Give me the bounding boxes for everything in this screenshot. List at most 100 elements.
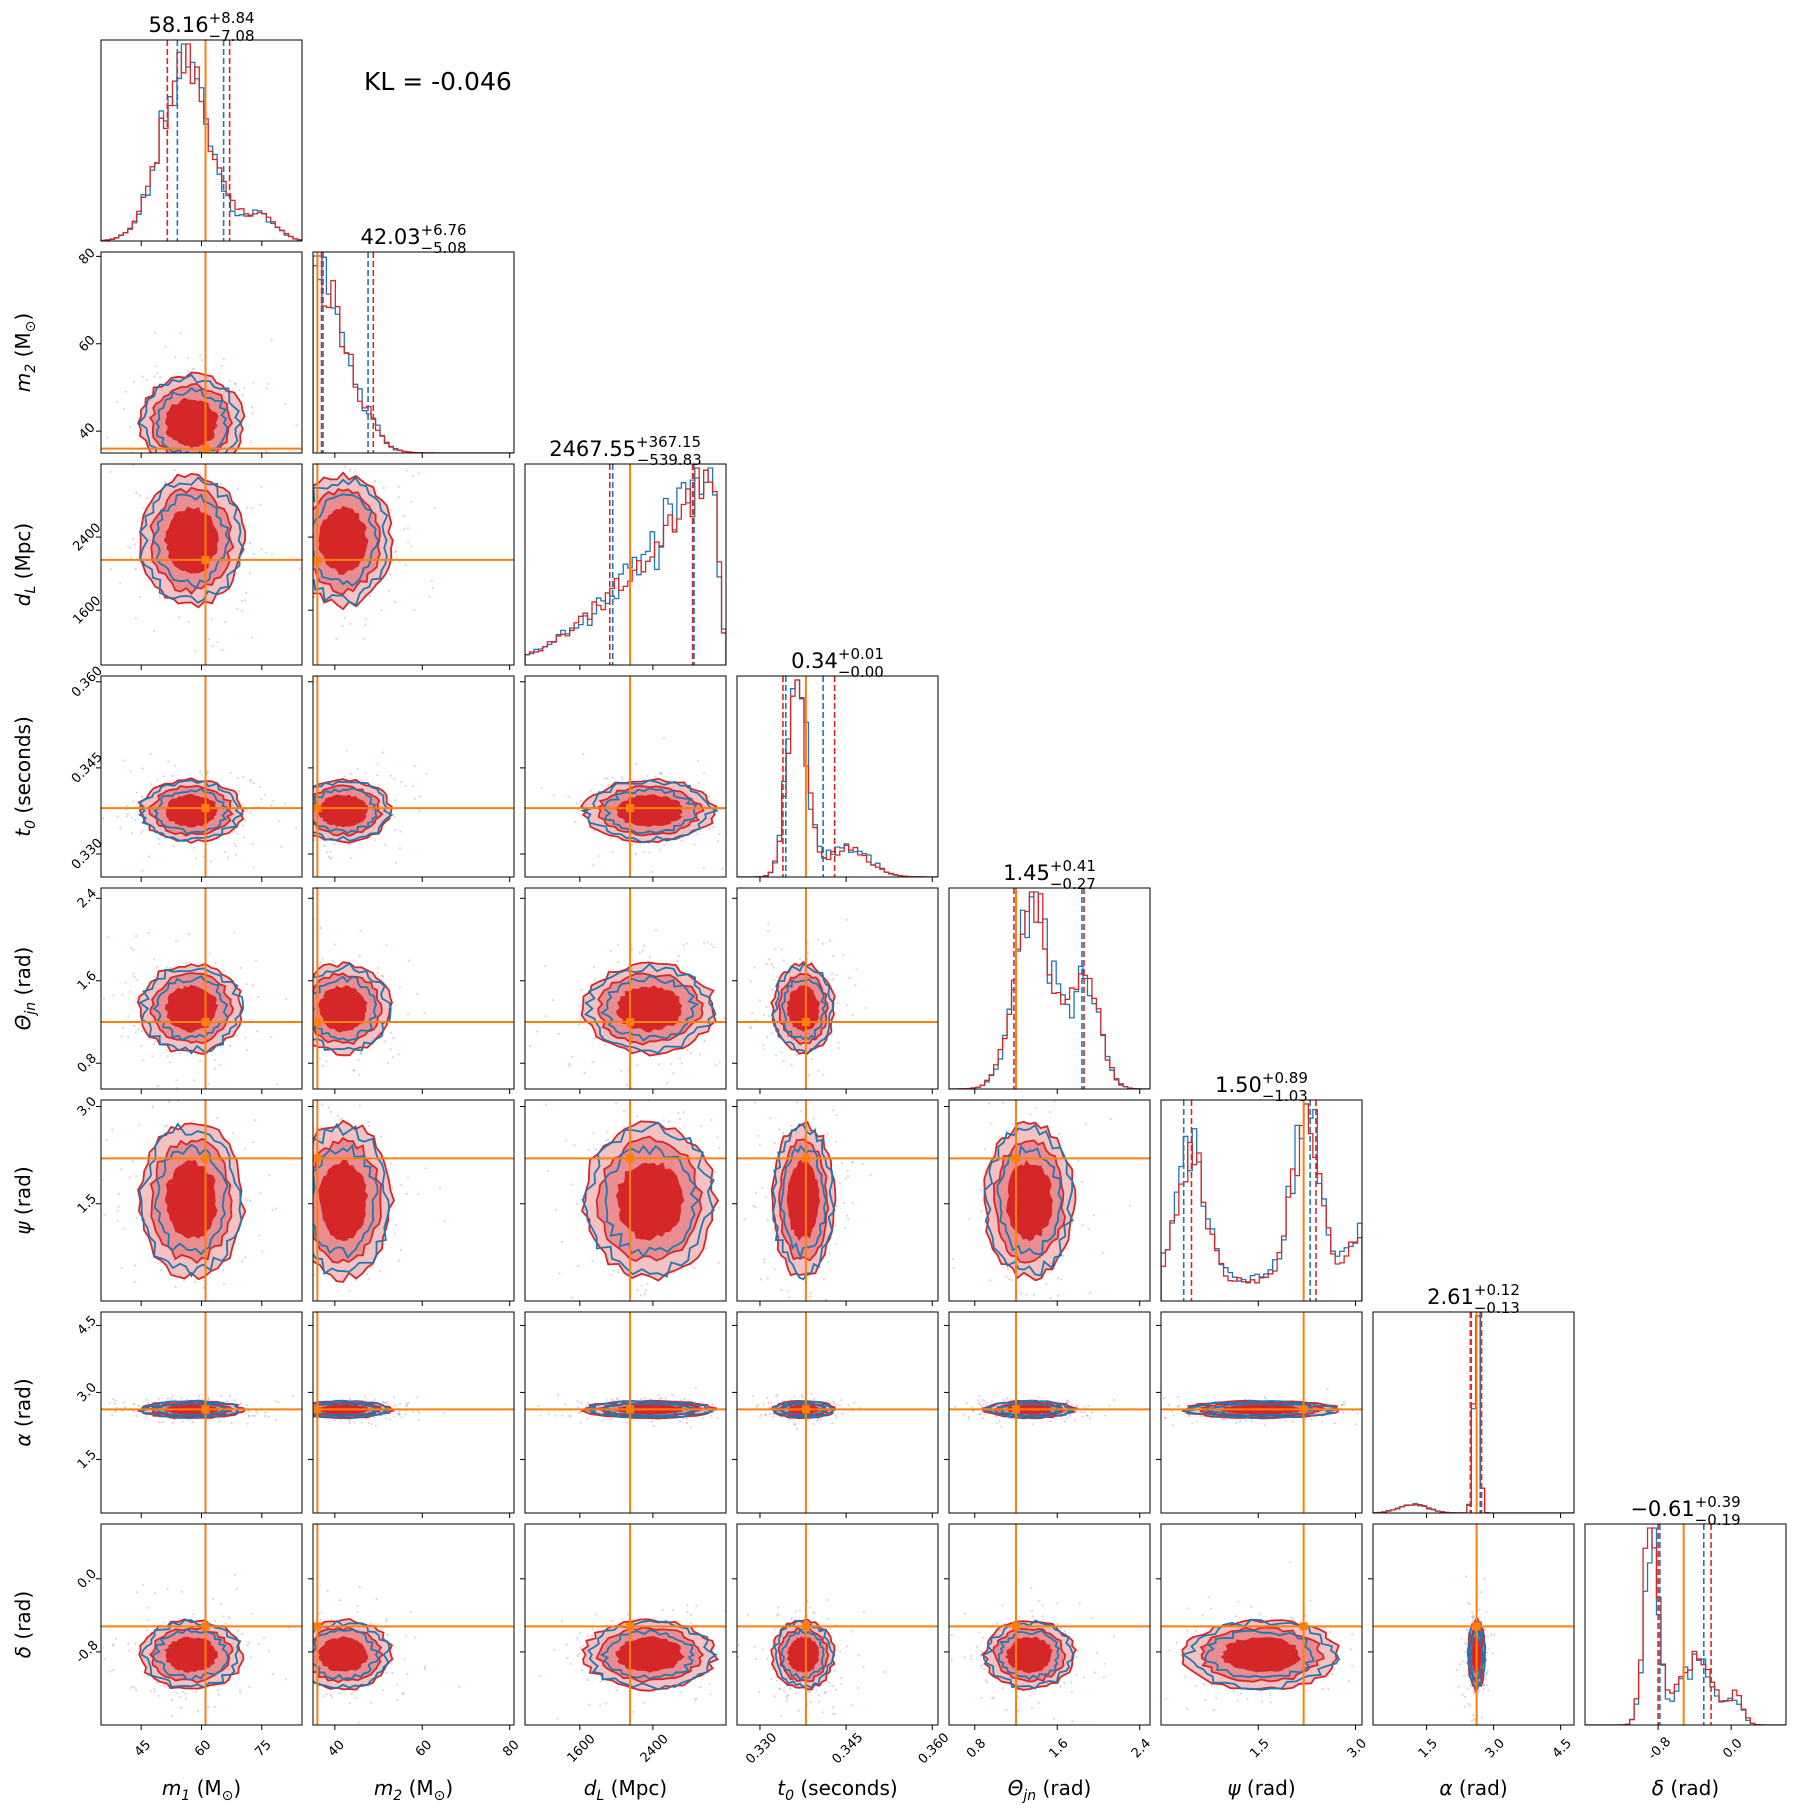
scatter-point — [718, 1146, 721, 1149]
scatter-point — [165, 1124, 169, 1127]
scatter-point — [221, 648, 224, 652]
truth-marker — [626, 804, 635, 813]
scatter-point — [563, 1304, 565, 1306]
contour-b-inner — [1204, 1629, 1315, 1679]
scatter-point — [981, 1398, 984, 1401]
scatter-point — [839, 1650, 842, 1653]
scatter-point — [977, 1402, 980, 1405]
scatter-point — [1056, 1622, 1059, 1626]
scatter-point — [556, 1717, 559, 1720]
scatter-point — [754, 1654, 756, 1656]
scatter-point — [1463, 1674, 1466, 1677]
scatter-point — [181, 1420, 184, 1423]
marginal-m1: 58.16+8.84 −7.08 — [100, 9, 303, 246]
scatter-point — [240, 966, 243, 969]
scatter-point — [746, 1613, 750, 1616]
scatter-point — [134, 1031, 137, 1034]
x-tick-label: 60 — [192, 1738, 214, 1760]
truth-marker — [626, 1405, 635, 1414]
scatter-point — [186, 1315, 188, 1317]
scatter-point — [152, 958, 156, 961]
scatter-point — [146, 1675, 149, 1678]
scatter-point — [114, 1637, 117, 1640]
scatter-point — [1000, 1346, 1002, 1348]
scatter-point — [305, 1058, 307, 1060]
scatter-point — [260, 1035, 262, 1037]
title-minus: −0.13 — [1474, 1299, 1520, 1317]
scatter-point — [265, 552, 268, 555]
scatter-point — [167, 760, 170, 763]
scatter-point — [1037, 1396, 1040, 1399]
scatter-point — [134, 568, 137, 571]
scatter-point — [1052, 1717, 1056, 1720]
contour-a-inner — [1005, 1636, 1053, 1674]
scatter-point — [862, 1665, 865, 1669]
scatter-point — [103, 997, 106, 1000]
scatter-point — [828, 1252, 831, 1255]
scatter-point — [130, 946, 133, 950]
scatter-point — [304, 998, 306, 1000]
scatter-point — [1395, 1686, 1397, 1688]
scatter-point — [162, 775, 165, 778]
scatter-point — [1471, 1611, 1474, 1614]
scatter-point — [782, 1059, 785, 1062]
scatter-point — [833, 1402, 836, 1405]
scatter-point — [165, 966, 168, 969]
scatter-point — [732, 808, 734, 810]
scatter-point — [398, 1411, 401, 1414]
scatter-point — [187, 932, 190, 936]
scatter-point — [246, 1422, 249, 1425]
scatter-point — [761, 1648, 765, 1651]
contour-b-inner — [604, 1144, 700, 1258]
scatter-point — [387, 1404, 390, 1407]
scatter-point — [984, 1148, 987, 1151]
scatter-point — [263, 793, 266, 796]
scatter-point — [1472, 1713, 1475, 1717]
scatter-point — [1091, 1411, 1094, 1414]
scatter-point — [371, 1264, 375, 1267]
scatter-point — [808, 1065, 810, 1067]
scatter-point — [708, 1682, 711, 1685]
scatter-point — [378, 1270, 381, 1273]
scatter-point — [261, 1676, 263, 1678]
scatter-point — [284, 1678, 287, 1681]
scatter-point — [382, 486, 386, 490]
scatter-point — [560, 1240, 564, 1244]
scatter-point — [147, 931, 150, 935]
contour-b-outer — [313, 1619, 391, 1690]
scatter-point — [140, 1317, 142, 1319]
scatter-point — [388, 1418, 391, 1421]
scatter-point — [206, 770, 209, 773]
scatter-point — [265, 1635, 267, 1637]
scatter-point — [1186, 1629, 1189, 1632]
scatter-point — [1074, 1419, 1077, 1422]
scatter-point — [417, 1418, 420, 1422]
scatter-point — [243, 599, 246, 602]
contour-a-inner — [615, 794, 683, 827]
scatter-point — [384, 1401, 387, 1404]
scatter-point — [391, 1671, 394, 1675]
scatter-point — [832, 1400, 835, 1403]
scatter-point — [759, 1278, 763, 1281]
scatter-point — [833, 1713, 836, 1716]
panel-psi-vs-dL — [520, 1099, 746, 1306]
scatter-point — [1471, 1619, 1474, 1622]
scatter-point — [579, 1421, 582, 1424]
scatter-point — [808, 1690, 811, 1693]
scatter-point — [1187, 1413, 1190, 1417]
scatter-point — [796, 1427, 799, 1431]
scatter-point — [678, 1127, 681, 1130]
scatter-point — [840, 1399, 843, 1402]
scatter-point — [1175, 1641, 1178, 1644]
scatter-point — [739, 921, 741, 923]
scatter-point — [767, 958, 771, 961]
scatter-point — [121, 1410, 124, 1413]
scatter-point — [544, 964, 547, 967]
scatter-point — [284, 1038, 286, 1040]
contour-b-inner — [313, 787, 378, 835]
scatter-point — [744, 1213, 746, 1215]
scatter-point — [1327, 1674, 1330, 1678]
scatter-point — [1167, 1403, 1170, 1407]
scatter-point — [982, 1636, 985, 1639]
scatter-point — [226, 1399, 229, 1402]
